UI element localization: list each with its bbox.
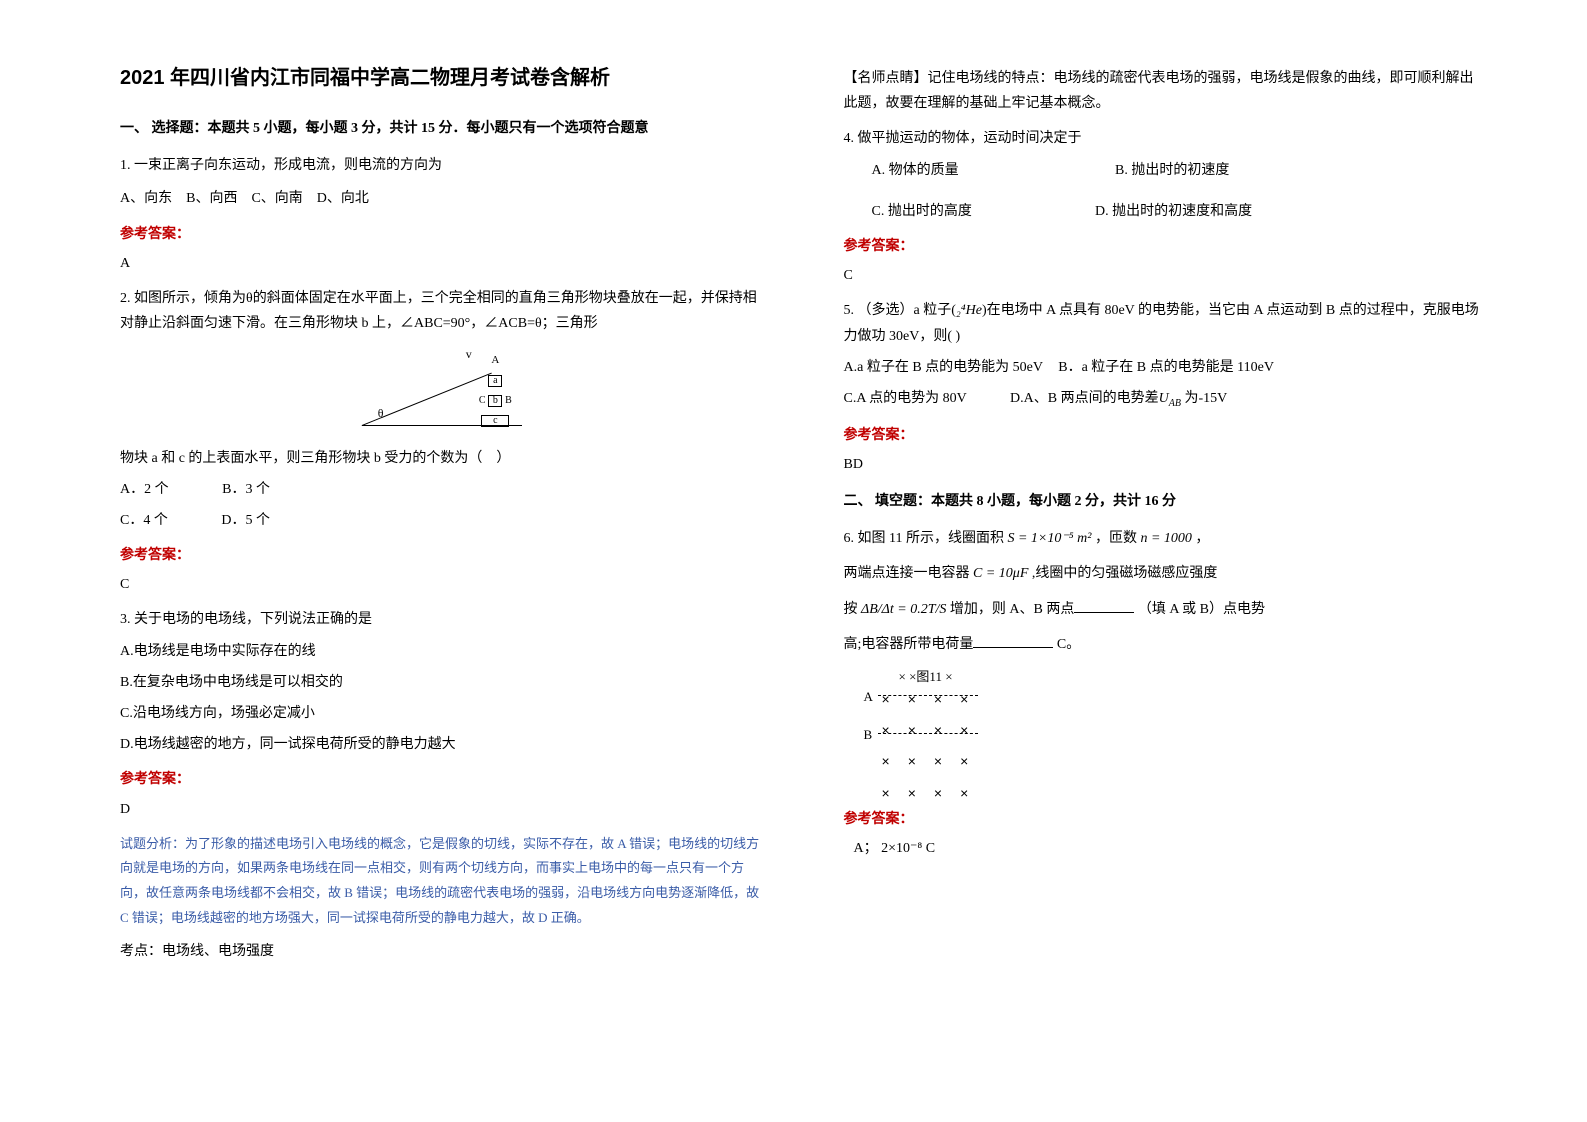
q4-optC: C. 抛出时的高度: [872, 199, 1092, 224]
left-column: 2021 年四川省内江市同福中学高二物理月考试卷含解析 一、 选择题：本题共 5…: [100, 60, 804, 1082]
q5-uab: UAB: [1159, 391, 1181, 406]
q3-optA: A.电场线是电场中实际存在的线: [120, 639, 764, 664]
q2-stem1: 2. 如图所示，倾角为θ的斜面体固定在水平面上，三个完全相同的直角三角形物块叠放…: [120, 286, 764, 336]
page-title: 2021 年四川省内江市同福中学高二物理月考试卷含解析: [120, 60, 764, 96]
q5-opts-row1: A.a 粒子在 B 点的电势能为 50eV B．a 粒子在 B 点的电势能是 1…: [844, 355, 1488, 380]
q2-answer-label: 参考答案：: [120, 543, 764, 568]
q6-s3-pre: 按: [844, 602, 858, 617]
q5-optD-post: 为-15V: [1184, 391, 1227, 406]
q4-opts-row1: A. 物体的质量 B. 抛出时的初速度: [872, 158, 1488, 183]
q3-analysis: 试题分析：为了形象的描述电场引入电场线的概念，它是假象的切线，实际不存在，故 A…: [120, 832, 764, 931]
tip-text: 【名师点睛】记住电场线的特点：电场线的疏密代表电场的强弱，电场线是假象的曲线，即…: [844, 66, 1488, 116]
q6-figure: × ×图11 × A B ×××× ×××× ×××× ××××: [864, 667, 1004, 797]
q6-db: ΔB/Δt = 0.2T/S: [861, 602, 946, 617]
q6-stem3: 按 ΔB/Δt = 0.2T/S 增加，则 A、B 两点 （填 A 或 B）点电…: [844, 597, 1488, 622]
q6-s1-mid: ，匝数: [1095, 531, 1137, 546]
fig-A: A: [491, 354, 499, 366]
q2-opts-row1: A．2 个 B．3 个: [120, 477, 764, 502]
q6-s2-post: ,线圈中的匀强磁场磁感应强度: [1032, 566, 1218, 581]
q5-stem: 5. （多选）a 粒子(₂⁴He)在电场中 A 点具有 80eV 的电势能，当它…: [844, 298, 1488, 348]
q6-answer: A； 2×10⁻⁸ C: [854, 836, 1488, 861]
q4-answer: C: [844, 263, 1488, 288]
q6-s1-pre: 6. 如图 11 所示，线圈面积: [844, 531, 1004, 546]
q1-answer-label: 参考答案：: [120, 222, 764, 247]
q5-answer-label: 参考答案：: [844, 423, 1488, 448]
right-column: 【名师点睛】记住电场线的特点：电场线的疏密代表电场的强弱，电场线是假象的曲线，即…: [804, 60, 1508, 1082]
q2-optD: D．5 个: [221, 513, 270, 528]
q3-optB: B.在复杂电场中电场线是可以相交的: [120, 670, 764, 695]
q5-optB: B．a 粒子在 B 点的电势能是 110eV: [1058, 360, 1274, 375]
q4-optD: D. 抛出时的初速度和高度: [1095, 204, 1252, 219]
q5-stem-pre: 5. （多选）a 粒子(: [844, 303, 956, 318]
q5-optC: C.A 点的电势为 80V: [844, 391, 967, 406]
q6-n: n = 1000: [1140, 531, 1191, 546]
q6-s3-post: （填 A 或 B）点电势: [1138, 602, 1265, 617]
q6-s: S = 1×10⁻⁵ m²: [1007, 531, 1091, 546]
q4-stem: 4. 做平抛运动的物体，运动时间决定于: [844, 126, 1488, 151]
q5-optD-pre: D.A、B 两点间的电势差: [1010, 391, 1159, 406]
q3-answer-label: 参考答案：: [120, 767, 764, 792]
section1-header: 一、 选择题：本题共 5 小题，每小题 3 分，共计 15 分．每小题只有一个选…: [120, 116, 764, 141]
fig-B: B: [505, 395, 512, 406]
q1-stem: 1. 一束正离子向东运动，形成电流，则电流的方向为: [120, 153, 764, 178]
q4-answer-label: 参考答案：: [844, 234, 1488, 259]
q5-optA: A.a 粒子在 B 点的电势能为 50eV: [844, 360, 1043, 375]
q4-opts-row2: C. 抛出时的高度 D. 抛出时的初速度和高度: [872, 199, 1488, 224]
q1-options: A、向东 B、向西 C、向南 D、向北: [120, 186, 764, 211]
q3-answer: D: [120, 797, 764, 822]
fig-v-label: v: [466, 344, 472, 366]
q2-optA: A．2 个: [120, 482, 169, 497]
q2-figure: v A a C b B c θ: [120, 346, 764, 435]
fig-theta: θ: [378, 403, 384, 425]
q4-optA: A. 物体的质量: [872, 158, 1112, 183]
q6-s4-post: C。: [1057, 637, 1080, 652]
q2-optC: C．4 个: [120, 513, 168, 528]
fig-A-label: A: [864, 685, 873, 708]
q3-stem: 3. 关于电场的电场线，下列说法正确的是: [120, 607, 764, 632]
q6-s4-pre: 高;电容器所带电荷量: [844, 637, 974, 652]
q1-answer: A: [120, 251, 764, 276]
q2-opts-row2: C．4 个 D．5 个: [120, 508, 764, 533]
q5-answer: BD: [844, 452, 1488, 477]
fig-B-label: B: [864, 723, 873, 746]
q6-blank1: [1074, 599, 1134, 613]
q5-opts-row2: C.A 点的电势为 80V D.A、B 两点间的电势差UAB 为-15V: [844, 386, 1488, 413]
q6-s1-end: ，: [1195, 531, 1209, 546]
q2-optB: B．3 个: [222, 482, 270, 497]
q6-stem1: 6. 如图 11 所示，线圈面积 S = 1×10⁻⁵ m² ，匝数 n = 1…: [844, 526, 1488, 551]
section2-header: 二、 填空题：本题共 8 小题，每小题 2 分，共计 16 分: [844, 489, 1488, 514]
q6-stem2: 两端点连接一电容器 C = 10μF ,线圈中的匀强磁场磁感应强度: [844, 561, 1488, 586]
q4-optB: B. 抛出时的初速度: [1115, 163, 1229, 178]
q3-kaodian: 考点：电场线、电场强度: [120, 939, 764, 964]
fig-C: C: [479, 395, 486, 406]
q2-answer: C: [120, 572, 764, 597]
q3-optD: D.电场线越密的地方，同一试探电荷所受的静电力越大: [120, 732, 764, 757]
q6-stem4: 高;电容器所带电荷量 C。: [844, 632, 1488, 657]
incline-base: [362, 425, 522, 426]
q6-s3-mid: 增加，则 A、B 两点: [950, 602, 1074, 617]
q2-stem2: 物块 a 和 c 的上表面水平，则三角形物块 b 受力的个数为（ ）: [120, 446, 764, 471]
q6-blank2: [973, 634, 1053, 648]
fig-box-b: b: [488, 395, 502, 407]
q5-he: ₂⁴He: [956, 303, 982, 318]
q6-c: C = 10μF: [973, 566, 1028, 581]
q3-optC: C.沿电场线方向，场强必定减小: [120, 701, 764, 726]
q6-s2-pre: 两端点连接一电容器: [844, 566, 970, 581]
fig-box-a: a: [488, 375, 502, 387]
